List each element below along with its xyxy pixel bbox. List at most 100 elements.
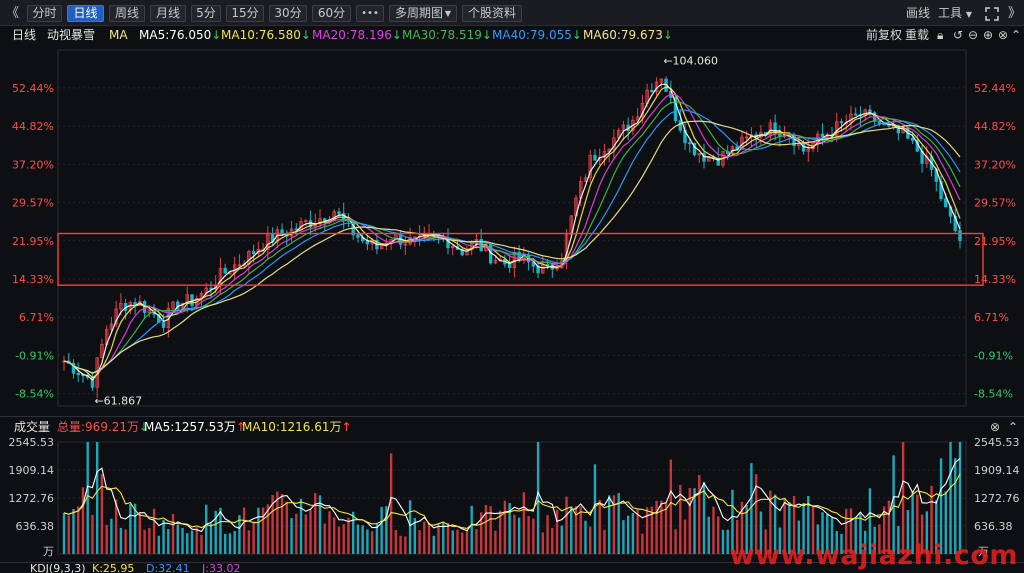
tab-monthly[interactable]: 月线 bbox=[150, 5, 186, 22]
volume-bar bbox=[750, 463, 753, 554]
price-chart-svg: 52.44% 52.44% 44.82% 44.82% 37.20% 37.20% 29.5… bbox=[12, 49, 1016, 407]
fullscreen-icon[interactable] bbox=[985, 5, 999, 22]
volume-bar bbox=[484, 505, 488, 554]
divider bbox=[0, 416, 1024, 417]
stock-info-button[interactable]: 个股资料 bbox=[462, 5, 522, 22]
candle-up bbox=[451, 246, 455, 249]
volume-bar bbox=[764, 529, 767, 554]
volume-bar bbox=[337, 526, 341, 554]
volume-bar bbox=[309, 509, 312, 554]
volume-bar bbox=[323, 523, 326, 554]
tab-weekly[interactable]: 周线 bbox=[109, 5, 145, 22]
candle-up bbox=[403, 243, 408, 246]
toolbar: 《 分时 日线 周线 月线 5分 15分 30分 60分 ••• 多周期图 ▼ … bbox=[0, 0, 1024, 26]
volume-tick-left: 2545.53 bbox=[9, 436, 55, 449]
candle-down bbox=[910, 137, 915, 141]
tab-30min[interactable]: 30分 bbox=[269, 5, 307, 22]
volume-bar bbox=[470, 505, 473, 554]
volume-bar bbox=[427, 524, 431, 554]
volume-bar bbox=[645, 507, 649, 554]
volume-bar bbox=[418, 530, 421, 554]
tools-dropdown[interactable]: 工具 ▼ bbox=[938, 5, 972, 22]
lock-icon[interactable]: 🔒︎ bbox=[937, 28, 944, 42]
volume-bar bbox=[399, 535, 402, 554]
volume-chart[interactable]: 2545.53 2545.53 1909.14 1909.14 1272.76 1272.… bbox=[0, 436, 1024, 560]
undo-icon[interactable]: ↺ bbox=[953, 28, 964, 42]
tab-daily[interactable]: 日线 bbox=[67, 5, 104, 22]
volume-bar bbox=[735, 519, 739, 554]
volume-tick-left: 1272.76 bbox=[9, 492, 55, 505]
candle-down bbox=[839, 121, 844, 124]
collapse-left-icon[interactable]: 《 bbox=[6, 6, 20, 21]
volume-bar bbox=[631, 512, 635, 554]
adjust-button[interactable]: 前复权 bbox=[866, 28, 903, 42]
candle-down bbox=[877, 121, 882, 124]
candle-up bbox=[835, 121, 839, 137]
y-tick-label-left: 21.95% bbox=[12, 235, 54, 248]
volume-bar bbox=[873, 526, 876, 554]
zoom-out-icon[interactable]: ⊖ bbox=[968, 28, 979, 42]
ma5-text: MA5:76.050 bbox=[139, 28, 212, 42]
tab-minute[interactable]: 分时 bbox=[27, 5, 62, 22]
kdj-j: J:33.02 bbox=[202, 562, 241, 573]
more-button[interactable]: ••• bbox=[356, 5, 384, 22]
collapse-up-icon[interactable]: ⌃ bbox=[1011, 28, 1022, 42]
price-chart[interactable]: 52.44% 52.44% 44.82% 44.82% 37.20% 37.20% 29.5… bbox=[0, 44, 1024, 416]
zoom-in-icon[interactable]: ⊕ bbox=[983, 28, 994, 42]
ma10-value: MA10:76.580↓ bbox=[221, 26, 311, 44]
volume-bar bbox=[233, 530, 236, 554]
candle-down bbox=[958, 230, 962, 241]
redraw-button[interactable]: 重载 bbox=[905, 28, 930, 42]
volume-bar bbox=[446, 522, 450, 554]
candle-down bbox=[692, 143, 697, 156]
volume-bar bbox=[731, 489, 734, 554]
tab-60min[interactable]: 60分 bbox=[312, 5, 351, 22]
volume-bar bbox=[209, 523, 213, 554]
volume-bar bbox=[593, 464, 597, 554]
volume-bar bbox=[565, 496, 568, 554]
tab-15min[interactable]: 15分 bbox=[226, 5, 264, 22]
volume-bar bbox=[740, 501, 744, 554]
volume-ma10-line bbox=[63, 473, 961, 529]
candle-down bbox=[820, 133, 825, 137]
volume-bar bbox=[532, 518, 535, 554]
ma30-text: MA30:78.519 bbox=[402, 28, 482, 42]
candle-up bbox=[583, 177, 588, 182]
collapse-up-icon[interactable]: ⌃ bbox=[1008, 420, 1019, 434]
volume-bar bbox=[759, 511, 763, 554]
volume-bar bbox=[385, 506, 388, 554]
volume-bar bbox=[228, 533, 232, 554]
volume-bar bbox=[285, 501, 289, 554]
ma20-text: MA20:78.196 bbox=[312, 28, 392, 42]
volume-bar bbox=[100, 474, 104, 554]
volume-bar bbox=[617, 493, 620, 554]
volume-bar bbox=[878, 524, 881, 554]
candle-up bbox=[119, 302, 123, 310]
candle-down bbox=[593, 154, 597, 161]
y-tick-label-right: -8.54% bbox=[974, 388, 1013, 401]
volume-bar bbox=[318, 495, 322, 554]
volume-bar bbox=[574, 506, 578, 554]
draw-line-button[interactable]: 画线 bbox=[906, 6, 931, 20]
volume-bar bbox=[788, 502, 791, 554]
candle-up bbox=[635, 116, 640, 121]
volume-bar bbox=[366, 529, 369, 554]
close-icon[interactable]: ⊗ bbox=[998, 28, 1009, 42]
ma5-line bbox=[63, 83, 961, 381]
volume-bar bbox=[589, 526, 592, 554]
candle-down bbox=[280, 229, 284, 235]
volume-bar bbox=[494, 530, 497, 554]
collapse-right-icon[interactable]: 》 bbox=[1008, 6, 1022, 21]
y-tick-label-left: 52.44% bbox=[12, 82, 54, 95]
volume-bar bbox=[266, 504, 270, 554]
volume-bar bbox=[110, 518, 113, 554]
tab-5min[interactable]: 5分 bbox=[191, 5, 221, 22]
volume-bar bbox=[655, 500, 658, 554]
volume-bar bbox=[707, 516, 710, 554]
y-tick-label-right: 29.57% bbox=[974, 197, 1016, 210]
multi-period-dropdown[interactable]: 多周期图 ▼ bbox=[389, 5, 457, 22]
volume-bar bbox=[773, 494, 777, 554]
volume-bar bbox=[930, 485, 933, 554]
close-icon[interactable]: ⊗ bbox=[990, 420, 1001, 434]
y-tick-label-left: 14.33% bbox=[12, 273, 54, 286]
